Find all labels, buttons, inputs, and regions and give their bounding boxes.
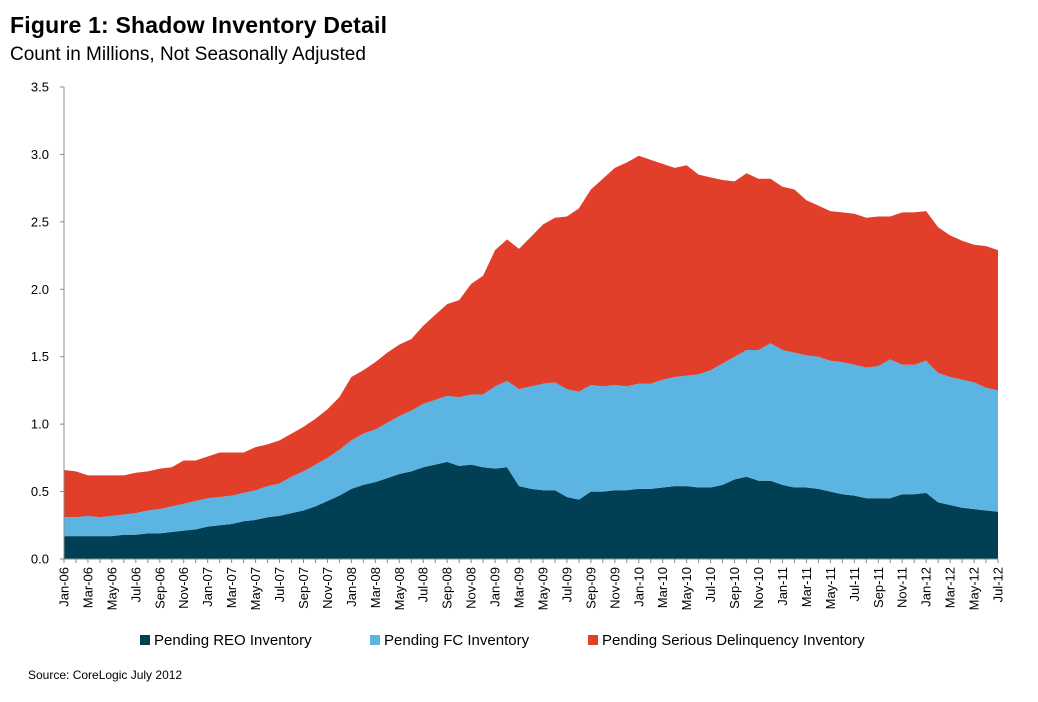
x-tick-label: May-09 <box>535 567 550 610</box>
legend-label: Pending Serious Delinquency Inventory <box>602 632 865 649</box>
x-tick-label: Jan-09 <box>488 567 503 607</box>
legend-label: Pending REO Inventory <box>154 632 312 649</box>
x-tick-label: Nov-11 <box>895 567 910 608</box>
x-tick-label: Sep-06 <box>152 567 167 609</box>
x-tick-label: Jul-10 <box>703 567 718 602</box>
y-tick-label: 2.0 <box>31 282 49 297</box>
source-note: Source: CoreLogic July 2012 <box>28 668 183 682</box>
legend-label: Pending FC Inventory <box>384 632 530 649</box>
y-tick-label: 1.5 <box>31 349 49 364</box>
x-tick-label: Sep-11 <box>871 567 886 608</box>
legend-swatch <box>588 635 598 645</box>
x-tick-label: Jan-12 <box>919 567 934 607</box>
x-tick-label: Mar-06 <box>80 567 95 608</box>
x-tick-label: Nov-07 <box>320 567 335 609</box>
y-tick-label: 2.5 <box>31 214 49 229</box>
x-tick-label: Jan-07 <box>200 567 215 607</box>
x-tick-label: Nov-09 <box>607 567 622 609</box>
axes <box>60 86 999 563</box>
legend: Pending REO Inventory Pending FC Inventor… <box>140 632 865 649</box>
x-tick-label: Mar-09 <box>512 567 527 608</box>
x-tick-label: Mar-08 <box>368 567 383 608</box>
x-tick-label: Jul-06 <box>128 567 143 602</box>
area-series-1 <box>64 461 998 559</box>
legend-swatch <box>370 635 380 645</box>
x-tick-label: Jan-08 <box>344 567 359 607</box>
x-tick-label: Nov-10 <box>751 567 766 609</box>
x-tick-label: May-06 <box>104 567 119 610</box>
x-tick-label: May-10 <box>679 567 694 610</box>
x-tick-label: Jan-10 <box>631 567 646 607</box>
x-tick-label: Sep-08 <box>440 567 455 609</box>
legend-swatch <box>140 635 150 645</box>
x-tick-label: Jul-07 <box>272 567 287 602</box>
x-tick-label: May-07 <box>248 567 263 610</box>
x-tick-label: Mar-10 <box>655 567 670 608</box>
y-tick-label: 1.0 <box>31 417 49 432</box>
x-tick-label: Sep-07 <box>296 567 311 609</box>
x-tick-label: Jul-12 <box>991 567 1006 602</box>
y-tick-label: 3.5 <box>31 80 49 95</box>
x-tick-label: Mar-11 <box>799 567 814 607</box>
x-tick-label: May-11 <box>823 567 838 609</box>
x-tick-label: May-12 <box>967 567 982 610</box>
y-tick-label: 0.0 <box>31 552 49 567</box>
x-tick-label: Nov-08 <box>464 567 479 609</box>
x-tick-label: Sep-09 <box>583 567 598 609</box>
x-tick-label: Sep-10 <box>727 567 742 609</box>
y-tick-labels: 0.0 0.5 1.0 1.5 2.0 2.5 3.0 3.5 <box>31 80 49 567</box>
x-tick-label: May-08 <box>392 567 407 610</box>
chart-subtitle: Count in Millions, Not Seasonally Adjust… <box>10 44 366 65</box>
x-tick-label: Mar-07 <box>224 567 239 608</box>
series-areas <box>64 155 998 559</box>
area-series-2 <box>64 343 998 537</box>
x-tick-label: Jan-06 <box>57 567 72 607</box>
y-tick-label: 0.5 <box>31 484 49 499</box>
x-tick-label: Jul-11 <box>847 567 862 601</box>
x-tick-labels: Jan-06 Mar-06 May-06 Jul-06 Sep-06 Nov-06 Jan-… <box>57 567 1006 610</box>
x-tick-label: Jan-11 <box>775 567 790 606</box>
area-series-3 <box>64 155 998 518</box>
x-tick-label: Mar-12 <box>943 567 958 608</box>
chart-title: Figure 1: Shadow Inventory Detail <box>10 12 388 38</box>
x-tick-label: Jul-09 <box>559 567 574 602</box>
y-tick-label: 3.0 <box>31 147 49 162</box>
x-tick-label: Jul-08 <box>416 567 431 602</box>
x-tick-label: Nov-06 <box>176 567 191 609</box>
